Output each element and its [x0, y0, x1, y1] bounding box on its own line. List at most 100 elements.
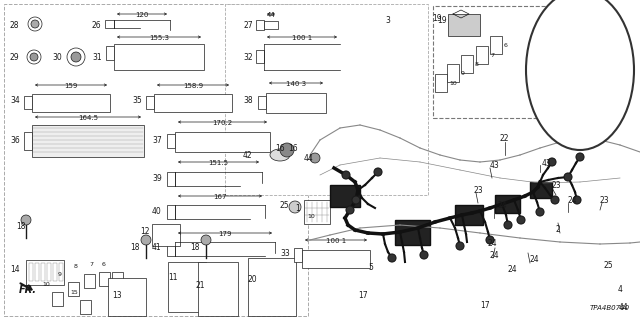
Ellipse shape [504, 221, 512, 229]
Bar [32, 125, 144, 157]
Bar [447, 64, 459, 82]
Text: 6: 6 [504, 43, 508, 47]
Text: 27: 27 [243, 20, 253, 29]
Text: 37: 37 [152, 135, 162, 145]
Text: 16: 16 [288, 143, 298, 153]
Bar [198, 262, 238, 316]
Text: 7: 7 [490, 52, 494, 58]
Ellipse shape [21, 215, 31, 225]
Text: 25: 25 [604, 260, 614, 269]
Text: 28: 28 [10, 20, 19, 29]
Text: 5: 5 [368, 263, 373, 273]
Bar [168, 262, 206, 312]
Bar [448, 14, 480, 36]
Text: 18: 18 [130, 243, 140, 252]
Bar [256, 50, 264, 63]
Bar [24, 132, 32, 150]
Ellipse shape [342, 171, 350, 179]
Text: 24: 24 [530, 255, 540, 265]
Ellipse shape [289, 201, 301, 213]
Text: 9: 9 [461, 70, 465, 76]
Text: 167: 167 [213, 194, 227, 200]
Text: 21: 21 [195, 281, 205, 290]
Ellipse shape [573, 196, 581, 204]
Bar [256, 20, 264, 30]
Ellipse shape [270, 149, 290, 161]
Bar [52, 292, 63, 306]
Text: 12: 12 [140, 228, 150, 236]
Text: 23: 23 [552, 180, 562, 189]
Text: 17: 17 [480, 300, 490, 309]
Bar [258, 96, 266, 109]
Ellipse shape [27, 50, 41, 64]
Text: 19: 19 [437, 15, 447, 25]
Ellipse shape [517, 216, 525, 224]
Text: 7: 7 [89, 261, 93, 267]
Bar [35, 263, 39, 281]
Bar [395, 220, 430, 245]
Text: 170.2: 170.2 [212, 120, 232, 126]
Text: 43: 43 [542, 158, 552, 167]
Text: 17: 17 [358, 291, 367, 300]
Ellipse shape [548, 158, 556, 166]
Text: 13: 13 [112, 292, 122, 300]
Text: 34: 34 [10, 95, 20, 105]
Text: 8: 8 [74, 263, 78, 268]
Bar [167, 172, 175, 186]
Bar [175, 132, 270, 152]
Bar [146, 96, 154, 109]
Text: 19: 19 [432, 13, 442, 22]
Bar [167, 242, 175, 256]
Bar [154, 94, 232, 112]
Bar [59, 263, 63, 281]
Ellipse shape [388, 254, 396, 262]
Ellipse shape [486, 236, 494, 244]
Text: 41: 41 [152, 244, 162, 252]
Text: 10: 10 [307, 213, 315, 219]
Bar [530, 182, 552, 198]
Text: 40: 40 [152, 207, 162, 217]
Bar [26, 260, 64, 285]
Text: 26: 26 [92, 20, 102, 29]
Text: 24: 24 [487, 238, 497, 247]
Text: 38: 38 [243, 95, 253, 105]
Text: 9: 9 [58, 271, 62, 276]
Bar [108, 278, 146, 316]
Text: 179: 179 [218, 231, 232, 237]
Text: 23: 23 [600, 196, 610, 204]
Ellipse shape [564, 173, 572, 181]
Bar [114, 44, 204, 70]
Text: 33: 33 [280, 249, 290, 258]
Ellipse shape [576, 153, 584, 161]
Text: FR.: FR. [19, 285, 37, 295]
Text: TPA4B0700: TPA4B0700 [590, 305, 630, 311]
Ellipse shape [374, 168, 382, 176]
Ellipse shape [280, 143, 294, 157]
Text: 2: 2 [555, 226, 560, 235]
Text: 151.5: 151.5 [209, 160, 228, 166]
Bar [41, 263, 45, 281]
Ellipse shape [456, 242, 464, 250]
Ellipse shape [67, 48, 85, 66]
Bar [47, 263, 51, 281]
Bar [152, 224, 180, 246]
Text: 32: 32 [243, 52, 253, 61]
Text: 8: 8 [475, 61, 479, 67]
Bar [24, 96, 32, 109]
Text: 6: 6 [102, 261, 106, 267]
Bar [225, 4, 428, 195]
Text: 39: 39 [152, 173, 162, 182]
Bar [32, 94, 110, 112]
Text: 25: 25 [280, 201, 290, 210]
Ellipse shape [420, 251, 428, 259]
Bar [435, 74, 447, 92]
Text: 155.3: 155.3 [149, 35, 169, 41]
Text: 140 3: 140 3 [286, 81, 306, 87]
Ellipse shape [536, 208, 544, 216]
Bar [106, 46, 114, 60]
Bar [68, 282, 79, 296]
Ellipse shape [141, 235, 151, 245]
Bar [294, 248, 302, 262]
Bar [4, 4, 308, 316]
Bar [304, 200, 330, 224]
